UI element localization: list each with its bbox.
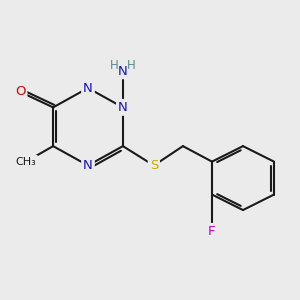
Text: N: N: [118, 64, 128, 78]
Text: S: S: [150, 159, 158, 172]
Text: O: O: [15, 85, 26, 98]
Text: F: F: [208, 225, 216, 238]
Text: N: N: [118, 101, 128, 114]
Text: H: H: [127, 59, 136, 72]
Text: H: H: [110, 59, 119, 72]
Text: CH₃: CH₃: [16, 157, 36, 166]
Text: N: N: [83, 82, 93, 94]
Text: N: N: [83, 159, 93, 172]
